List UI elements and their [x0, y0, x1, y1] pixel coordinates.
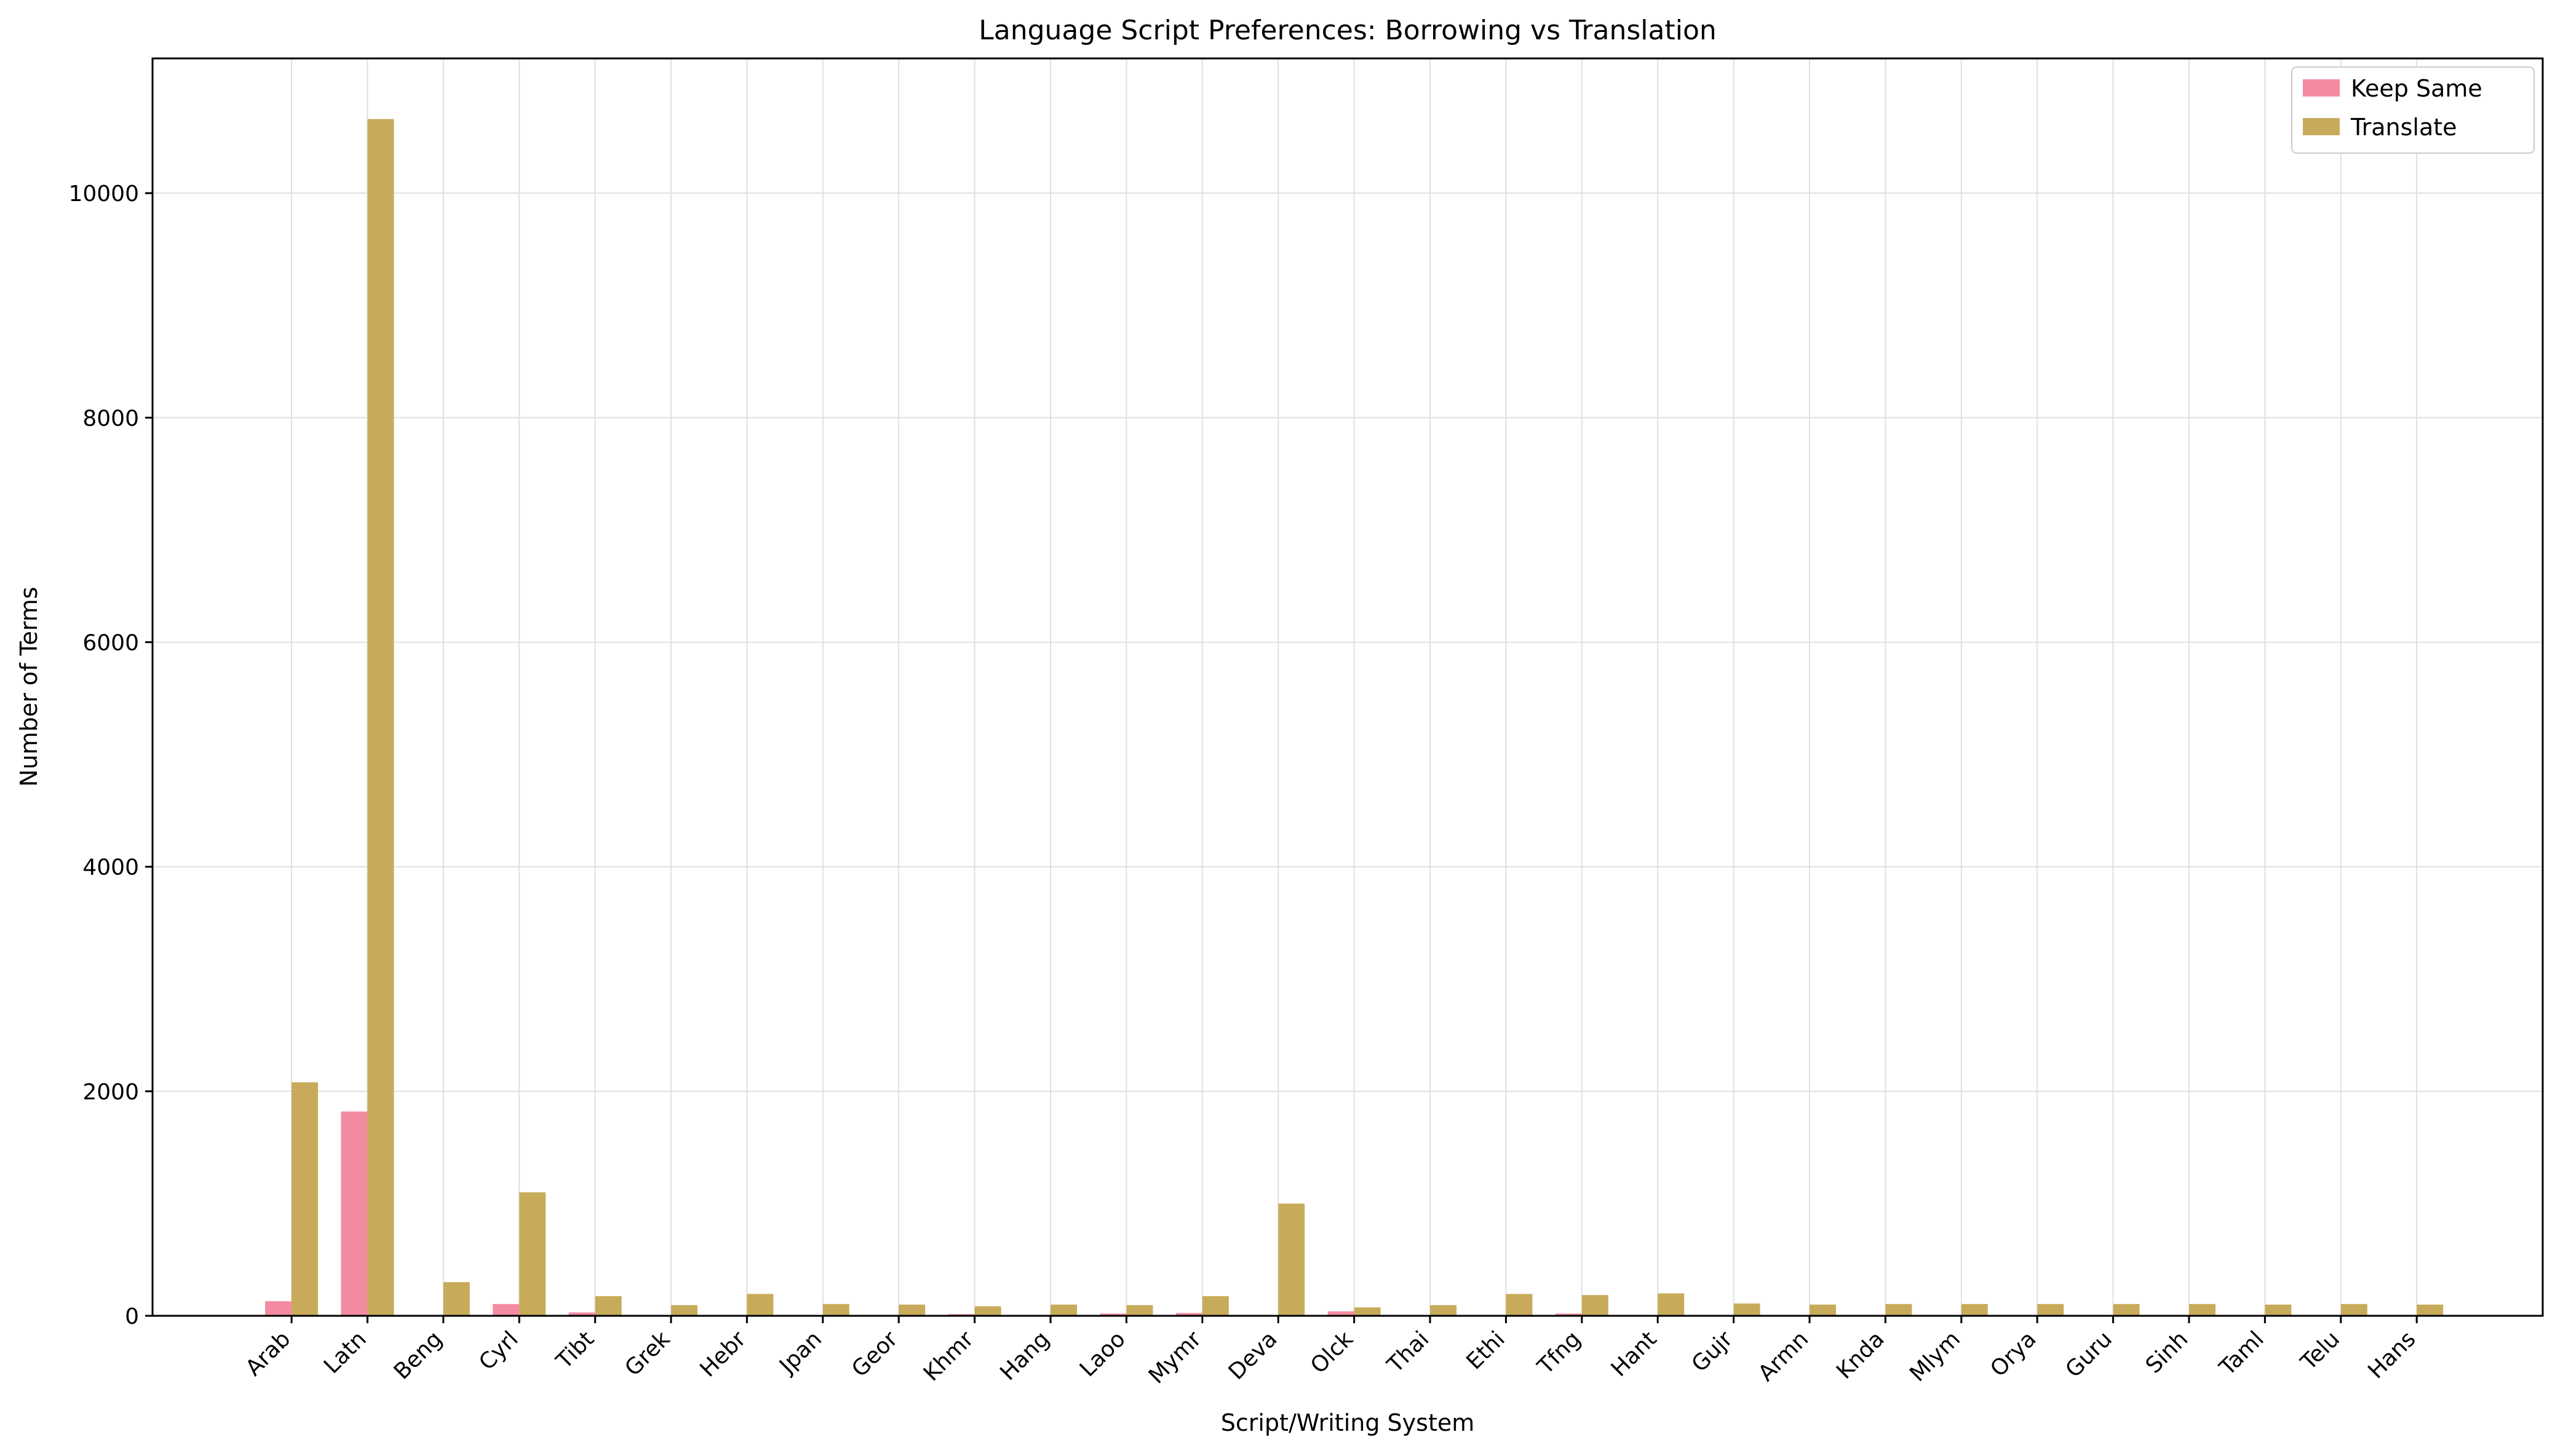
bar-translate-tfng: [1581, 1295, 1608, 1316]
y-tick-label: 0: [125, 1304, 139, 1329]
x-tick-label-hant: Hant: [1607, 1326, 1662, 1382]
grid-lines: [153, 58, 2543, 1316]
bar-translate-orya: [2037, 1304, 2064, 1316]
x-axis-label: Script/Writing System: [1221, 1409, 1475, 1436]
y-tick-label: 4000: [82, 855, 139, 880]
bar-translate-hant: [1658, 1293, 1685, 1316]
x-tick-label-taml: Taml: [2214, 1326, 2269, 1381]
x-tick-label-arab: Arab: [241, 1326, 296, 1381]
y-axis-label: Number of Terms: [15, 587, 42, 786]
bar-translate-deva: [1278, 1203, 1305, 1316]
y-tick-label: 2000: [82, 1080, 139, 1105]
bar-keep-same-tibt: [568, 1312, 595, 1316]
x-tick-label-armn: Armn: [1754, 1326, 1813, 1386]
x-tick-label-jpan: Jpan: [774, 1326, 827, 1379]
bar-translate-gujr: [1733, 1303, 1760, 1316]
x-tick-label-beng: Beng: [389, 1326, 447, 1384]
bar-keep-same-latn: [341, 1111, 368, 1316]
bar-translate-geor: [899, 1304, 926, 1316]
bar-translate-khmr: [974, 1306, 1001, 1316]
y-tick-label: 8000: [82, 406, 139, 431]
bar-translate-latn: [367, 119, 394, 1316]
chart-title: Language Script Preferences: Borrowing v…: [979, 15, 1717, 46]
bar-translate-mlym: [1961, 1304, 1988, 1316]
x-tick-label-gujr: Gujr: [1687, 1326, 1738, 1377]
x-tick-label-sinh: Sinh: [2141, 1326, 2193, 1378]
legend-label-keep-same: Keep Same: [2351, 75, 2482, 102]
plot-frame: [151, 57, 2544, 1317]
bar-translate-olck: [1354, 1307, 1381, 1316]
x-axis: Arab Latn Beng Cyrl Tibt Grek Hebr Jpan Geor Khmr…: [241, 1316, 2421, 1389]
legend-swatch-translate: [2303, 118, 2340, 135]
x-tick-label-orya: Orya: [1985, 1326, 2041, 1382]
x-tick-label-khmr: Khmr: [919, 1326, 979, 1386]
legend: Keep Same Translate: [2291, 66, 2535, 154]
bar-translate-hans: [2417, 1304, 2444, 1316]
y-tick-label: 6000: [82, 630, 139, 655]
x-tick-label-telu: Telu: [2295, 1326, 2345, 1375]
bar-keep-same-mymr: [1175, 1313, 1202, 1316]
bar-keep-same-olck: [1327, 1311, 1354, 1316]
bar-translate-mymr: [1202, 1296, 1229, 1316]
y-tick-label: 10000: [68, 181, 139, 207]
bar-translate-hebr: [747, 1294, 774, 1316]
x-tick-label-grek: Grek: [620, 1326, 675, 1381]
bar-translate-beng: [443, 1282, 470, 1316]
x-tick-label-deva: Deva: [1224, 1326, 1282, 1385]
bar-keep-same-arab: [265, 1301, 292, 1316]
bar-translate-cyrl: [519, 1192, 546, 1316]
bars: [265, 119, 2444, 1316]
bar-keep-same-cyrl: [493, 1304, 520, 1316]
bar-translate-guru: [2113, 1304, 2140, 1316]
bar-translate-arab: [292, 1082, 318, 1316]
legend-label-translate: Translate: [2350, 114, 2457, 141]
bar-translate-sinh: [2189, 1304, 2215, 1316]
x-tick-label-knda: Knda: [1832, 1326, 1889, 1384]
bar-translate-armn: [1810, 1304, 1836, 1316]
bar-translate-knda: [1885, 1304, 1912, 1316]
x-tick-label-hang: Hang: [995, 1326, 1054, 1385]
bar-translate-telu: [2340, 1304, 2367, 1316]
x-tick-label-tibt: Tibt: [551, 1326, 599, 1374]
x-tick-label-thai: Thai: [1382, 1326, 1434, 1378]
x-tick-label-latn: Latn: [319, 1326, 372, 1379]
bar-translate-taml: [2265, 1304, 2292, 1316]
bar-translate-jpan: [822, 1304, 849, 1316]
bar-translate-thai: [1430, 1305, 1456, 1316]
bar-keep-same-tfng: [1555, 1313, 1582, 1316]
x-tick-label-ethi: Ethi: [1461, 1326, 1509, 1374]
x-tick-label-mymr: Mymr: [1144, 1326, 1206, 1388]
x-tick-label-geor: Geor: [847, 1326, 903, 1382]
x-tick-label-olck: Olck: [1306, 1326, 1358, 1379]
x-tick-label-guru: Guru: [2061, 1326, 2117, 1382]
bar-translate-tibt: [595, 1296, 622, 1316]
x-tick-label-hans: Hans: [2363, 1326, 2420, 1383]
bar-translate-hang: [1051, 1304, 1077, 1316]
x-tick-label-hebr: Hebr: [695, 1326, 751, 1382]
bar-translate-ethi: [1506, 1294, 1533, 1316]
x-tick-label-mlym: Mlym: [1905, 1326, 1965, 1387]
bar-keep-same-laoo: [1100, 1313, 1127, 1316]
x-tick-label-laoo: Laoo: [1075, 1326, 1131, 1382]
legend-swatch-keep-same: [2303, 79, 2340, 97]
bar-translate-laoo: [1126, 1305, 1153, 1316]
legend-frame: [2291, 66, 2535, 154]
y-axis: 0 2000 4000 6000 8000 10000: [68, 181, 153, 1329]
bar-translate-grek: [671, 1305, 697, 1316]
x-tick-label-tfng: Tfng: [1533, 1326, 1586, 1380]
x-tick-label-cyrl: Cyrl: [474, 1326, 523, 1375]
